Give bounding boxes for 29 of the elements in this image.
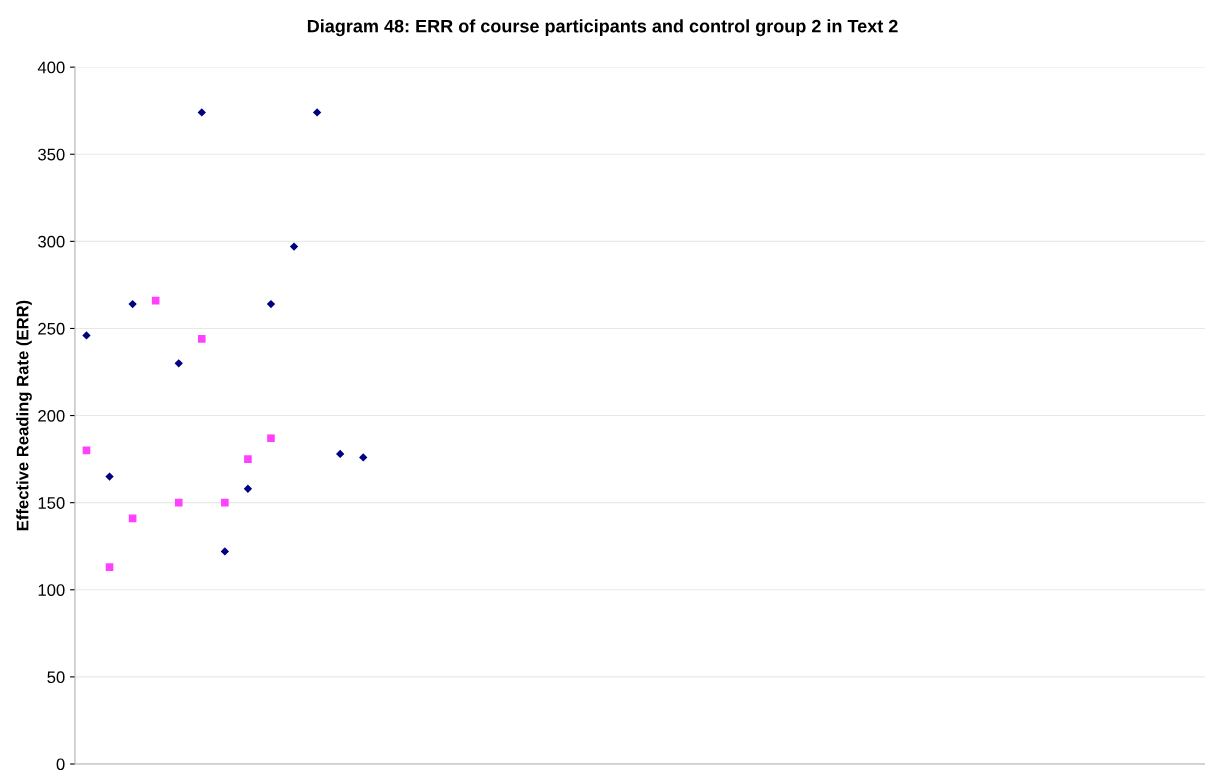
y-tick-label: 50 (47, 671, 65, 684)
y-tick-label: 250 (38, 322, 65, 335)
chart-title: Diagram 48: ERR of course participants and control group 2 in Text 2 (307, 19, 898, 37)
point (266, 299, 276, 309)
point (197, 335, 206, 343)
point (105, 563, 114, 571)
y-tick-label: 400 (37, 61, 65, 74)
y-tick-label: 350 (38, 148, 65, 161)
point (105, 472, 114, 481)
y-tick-label: 300 (38, 235, 65, 248)
point (243, 484, 253, 493)
point (221, 498, 229, 507)
point (312, 108, 322, 117)
point (336, 449, 345, 459)
point (128, 299, 137, 309)
point (359, 453, 368, 462)
point (267, 434, 275, 443)
y-tick-label: 100 (38, 584, 65, 596)
y-axis-title: Effective Reading Rate (ERR) (16, 300, 32, 531)
point (244, 455, 252, 463)
y-tick-label: 200 (38, 409, 65, 422)
point (174, 498, 183, 507)
point (220, 547, 230, 556)
point (174, 359, 183, 368)
point (82, 331, 91, 340)
y-tick-label: 0 (56, 758, 65, 770)
y-tick-label: 150 (38, 497, 65, 509)
point (289, 242, 299, 251)
point (197, 108, 206, 117)
